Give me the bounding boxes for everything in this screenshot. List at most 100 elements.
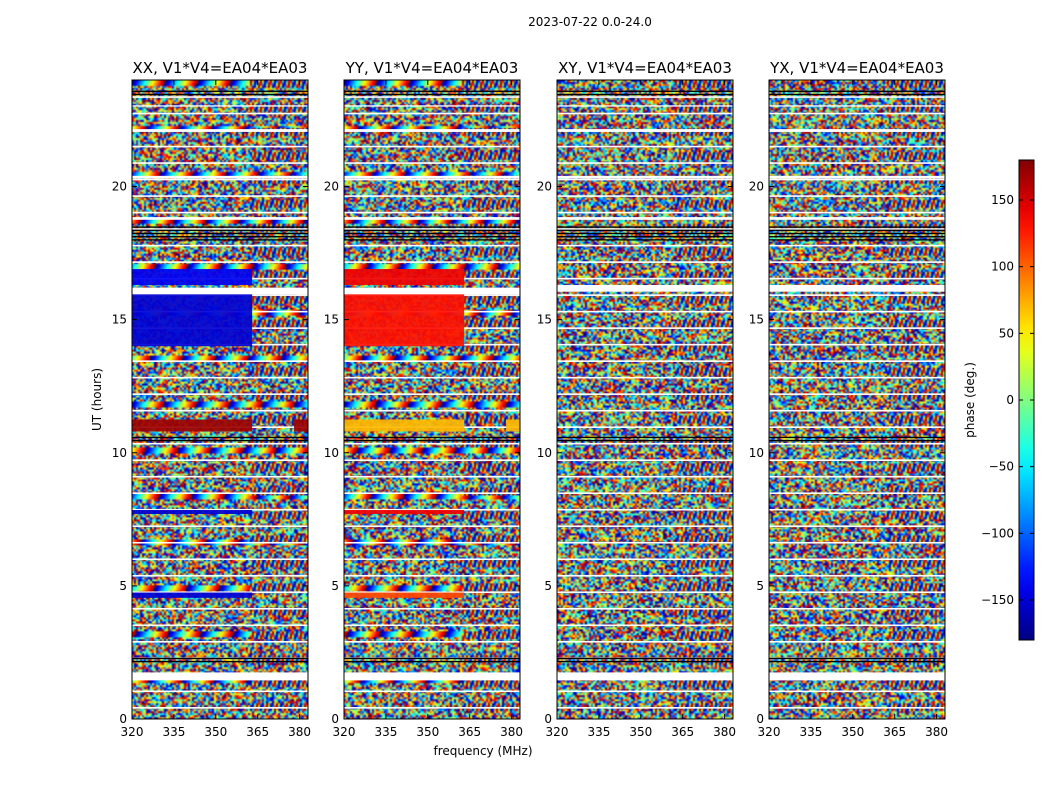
coherent-band — [132, 293, 253, 347]
x-tick-label: 320 — [758, 725, 781, 739]
y-tick-label: 15 — [749, 313, 764, 327]
y-tick-label: 5 — [544, 579, 552, 593]
panels: XX, V1*V4=EA04*EA03 320 335 350 365 380 0 5 10 15… — [90, 59, 948, 739]
y-tick-label: 15 — [537, 313, 552, 327]
dark-band — [557, 657, 733, 663]
colorbar: 150 100 50 0 −50 −100 −150 phase (deg.) — [963, 159, 1035, 641]
gap-band — [769, 217, 945, 220]
gap-band — [557, 217, 733, 220]
y-tick-label: 15 — [112, 313, 127, 327]
figure-title: 2023-07-22 0.0-24.0 — [528, 15, 652, 29]
dark-band — [132, 657, 308, 663]
dark-band — [769, 436, 945, 442]
y-tick-label: 5 — [756, 579, 764, 593]
panel-3: YX, V1*V4=EA04*EA03 320 335 350 365 380 0 5 10 15… — [749, 59, 948, 739]
panel-1: YY, V1*V4=EA04*EA03 320 335 350 365 380 0 5 10 15… — [324, 59, 523, 739]
colorbar-tick-label: −50 — [989, 460, 1014, 474]
y-tick-label: 0 — [331, 712, 339, 726]
x-tick-label: 365 — [883, 725, 906, 739]
colorbar-tick-label: 100 — [991, 260, 1014, 274]
x-tick-label: 320 — [121, 725, 144, 739]
phase-heatmap — [769, 80, 945, 719]
panel-frame — [343, 79, 521, 720]
gap-band — [769, 129, 945, 132]
dark-band — [344, 657, 520, 663]
panel-title: XY, V1*V4=EA04*EA03 — [558, 59, 732, 77]
colorbar-tick-label: 0 — [1006, 393, 1014, 407]
dark-band — [344, 90, 520, 96]
gap-band — [132, 105, 308, 107]
gap-band — [344, 287, 520, 295]
dark-band — [132, 90, 308, 96]
panel-frame — [131, 79, 309, 720]
dark-band — [557, 226, 733, 241]
gap-band — [557, 105, 733, 107]
dark-band — [557, 436, 733, 442]
x-tick-label: 320 — [546, 725, 569, 739]
gap-band — [769, 285, 945, 292]
gap-band — [132, 217, 308, 220]
colorbar-label: phase (deg.) — [963, 362, 977, 438]
gap-band — [132, 672, 308, 681]
dark-band — [769, 657, 945, 663]
x-tick-label: 350 — [841, 725, 864, 739]
x-tick-label: 335 — [374, 725, 397, 739]
y-tick-label: 15 — [324, 313, 339, 327]
dark-band — [132, 226, 308, 241]
x-tick-label: 350 — [204, 725, 227, 739]
x-tick-label: 365 — [671, 725, 694, 739]
phase-heatmap — [132, 80, 308, 719]
gap-band — [344, 129, 520, 132]
gap-band — [557, 285, 733, 292]
dark-band — [132, 436, 308, 442]
x-tick-label: 320 — [333, 725, 356, 739]
x-tick-label: 365 — [458, 725, 481, 739]
x-tick-label: 365 — [246, 725, 269, 739]
x-tick-label: 335 — [587, 725, 610, 739]
x-tick-label: 380 — [925, 725, 948, 739]
y-tick-label: 20 — [324, 180, 339, 194]
colorbar-tick-label: −150 — [981, 593, 1014, 607]
y-tick-label: 0 — [756, 712, 764, 726]
colorbar-tick-label: 150 — [991, 193, 1014, 207]
gap-band — [557, 175, 733, 179]
y-tick-label: 20 — [537, 180, 552, 194]
colorbar-tick-label: 50 — [999, 326, 1014, 340]
dark-band — [344, 436, 520, 442]
coherent-band — [132, 419, 253, 432]
panel-2: XY, V1*V4=EA04*EA03 320 335 350 365 380 0 5 10 15… — [537, 59, 736, 739]
phase-heatmap — [344, 80, 520, 719]
panel-title: YX, V1*V4=EA04*EA03 — [769, 59, 944, 77]
coherent-band — [132, 509, 253, 514]
x-tick-label: 380 — [713, 725, 736, 739]
gap-band — [344, 672, 520, 681]
colorbar-tick-label: −100 — [981, 526, 1014, 540]
coherent-band — [344, 293, 465, 347]
x-tick-label: 350 — [629, 725, 652, 739]
y-tick-label: 5 — [119, 579, 127, 593]
y-tick-label: 10 — [112, 446, 127, 460]
y-tick-label: 20 — [112, 180, 127, 194]
y-axis-label: UT (hours) — [90, 368, 104, 431]
phase-heatmap — [557, 80, 733, 719]
coherent-band — [344, 592, 465, 598]
coherent-band — [132, 592, 253, 598]
gap-band — [769, 672, 945, 681]
panel-title: XX, V1*V4=EA04*EA03 — [133, 59, 308, 77]
y-tick-label: 0 — [544, 712, 552, 726]
gap-band — [132, 129, 308, 132]
gap-band — [769, 105, 945, 107]
gap-band — [344, 105, 520, 107]
coherent-band — [506, 419, 520, 432]
dark-band — [557, 90, 733, 96]
panel-frame — [556, 79, 734, 720]
y-tick-label: 5 — [331, 579, 339, 593]
gap-band — [132, 287, 308, 295]
dark-band — [344, 226, 520, 241]
dark-band — [769, 90, 945, 96]
y-tick-label: 20 — [749, 180, 764, 194]
gap-band — [557, 129, 733, 132]
gap-band — [132, 175, 308, 179]
gap-band — [557, 672, 733, 681]
